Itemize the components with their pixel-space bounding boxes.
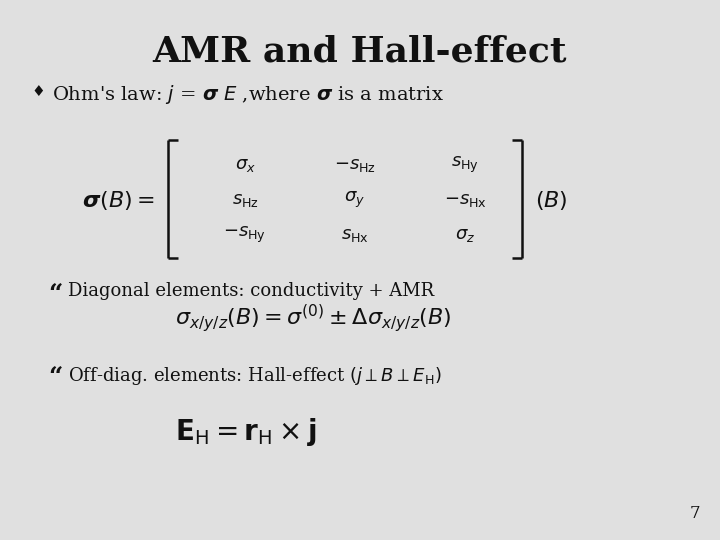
Text: Ohm's law: $\mathit{j}$ = $\boldsymbol{\sigma}$ $\mathit{E}$ ,where $\boldsymbol: Ohm's law: $\mathit{j}$ = $\boldsymbol{\… [52, 83, 444, 106]
Text: $\boldsymbol{\sigma}(B)=$: $\boldsymbol{\sigma}(B)=$ [83, 188, 155, 212]
Text: $\mathbf{E}_{\mathrm{H}}=\mathbf{r}_{\mathrm{H}}\times\mathbf{j}$: $\mathbf{E}_{\mathrm{H}}=\mathbf{r}_{\ma… [175, 416, 316, 448]
Text: Off-diag. elements: Hall-effect $(j\perp B\perp E_{\mathrm{H}})$: Off-diag. elements: Hall-effect $(j\perp… [68, 365, 441, 387]
Text: $-s_{\mathrm{Hz}}$: $-s_{\mathrm{Hz}}$ [334, 156, 376, 174]
Text: Diagonal elements: conductivity + AMR: Diagonal elements: conductivity + AMR [68, 282, 434, 300]
Text: $-s_{\mathrm{Hx}}$: $-s_{\mathrm{Hx}}$ [444, 191, 487, 209]
Text: ♦: ♦ [31, 85, 45, 99]
Text: “: “ [48, 282, 63, 306]
Text: $(B)$: $(B)$ [535, 188, 567, 212]
Text: $s_{\mathrm{Hy}}$: $s_{\mathrm{Hy}}$ [451, 155, 479, 175]
Text: AMR and Hall-effect: AMR and Hall-effect [153, 35, 567, 69]
Text: $\sigma_x$: $\sigma_x$ [235, 156, 256, 174]
Text: $\sigma_z$: $\sigma_z$ [455, 226, 475, 244]
Text: $\sigma_{x/y/z}(B)=\sigma^{(0)}\pm\Delta\sigma_{x/y/z}(B)$: $\sigma_{x/y/z}(B)=\sigma^{(0)}\pm\Delta… [175, 302, 451, 334]
Text: $s_{\mathrm{Hx}}$: $s_{\mathrm{Hx}}$ [341, 226, 369, 244]
Text: 7: 7 [689, 505, 700, 522]
Text: $\sigma_y$: $\sigma_y$ [344, 190, 366, 210]
Text: “: “ [48, 365, 63, 389]
Text: $-s_{\mathrm{Hy}}$: $-s_{\mathrm{Hy}}$ [223, 225, 266, 245]
Text: $s_{\mathrm{Hz}}$: $s_{\mathrm{Hz}}$ [232, 191, 258, 209]
